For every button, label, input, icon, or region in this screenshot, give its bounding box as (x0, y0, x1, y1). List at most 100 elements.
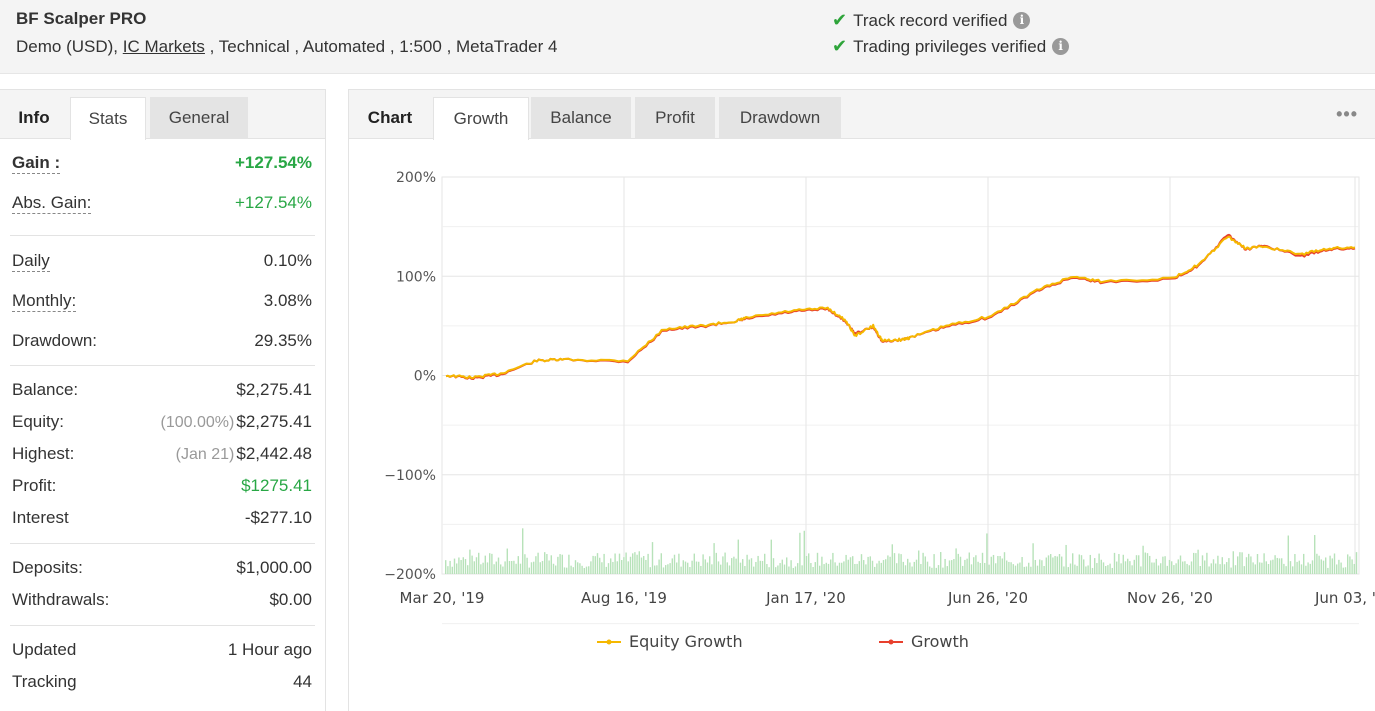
system-header: BF Scalper PRO Demo (USD), IC Markets , … (0, 0, 1375, 74)
daily-label[interactable]: Daily (12, 251, 50, 272)
volume-bar (467, 565, 469, 574)
volume-bar (860, 554, 863, 574)
volume-bar (942, 567, 944, 574)
volume-bar (508, 560, 511, 574)
volume-bar (838, 562, 841, 574)
volume-bar (742, 559, 744, 574)
growth-chart[interactable]: 200% 100% 0% −100% −200% Mar 20, '19 Aug 16, … (349, 139, 1375, 711)
volume-bar (739, 562, 742, 574)
info-icon[interactable]: i (1052, 38, 1070, 55)
volume-bar (581, 565, 583, 574)
volume-bar (801, 565, 803, 574)
volume-bar (658, 559, 660, 574)
volume-bar (924, 556, 926, 574)
tab-balance[interactable]: Balance (531, 97, 631, 139)
volume-bar (1107, 565, 1109, 574)
volume-bar (882, 560, 885, 574)
volume-bar (458, 557, 460, 574)
volume-bar (590, 561, 592, 574)
info-icon[interactable]: i (1013, 12, 1031, 29)
volume-bar (946, 566, 948, 574)
tab-chart[interactable]: Chart (367, 108, 413, 127)
volume-bar (731, 558, 733, 574)
volume-bar (460, 560, 462, 574)
monthly-label[interactable]: Monthly: (12, 291, 77, 312)
volume-bar (713, 543, 715, 574)
account-type: Demo (USD), (16, 37, 119, 56)
volume-bar (546, 554, 548, 574)
volume-bar (1019, 562, 1021, 574)
volume-bar (1336, 564, 1338, 574)
volume-bar (601, 562, 603, 574)
volume-bar (1241, 552, 1243, 574)
volume-bar (537, 552, 539, 574)
volume-bar (1140, 566, 1142, 574)
volume-bar (1058, 554, 1061, 574)
x-tick-label: Jun 26, '20 (947, 589, 1028, 607)
volume-bar (1094, 558, 1096, 574)
volume-bar (1309, 563, 1311, 574)
tab-general[interactable]: General (150, 97, 248, 139)
volume-bar (1243, 566, 1245, 574)
volume-bar (944, 558, 946, 574)
volume-bar (1278, 558, 1281, 574)
volume-bar (918, 550, 920, 574)
stat-row-deposits: Deposits: $1,000.00 (12, 558, 312, 582)
tab-profit[interactable]: Profit (635, 97, 715, 139)
volume-bar (728, 565, 731, 574)
volume-bar (1300, 564, 1303, 574)
tab-stats[interactable]: Stats (70, 97, 146, 140)
volume-bar (482, 562, 484, 574)
tab-drawdown[interactable]: Drawdown (719, 97, 841, 139)
gain-label[interactable]: Gain : (12, 153, 61, 174)
volume-bar (986, 533, 988, 574)
volume-bar (1294, 554, 1296, 574)
volume-bar (709, 556, 711, 574)
volume-bar (687, 562, 689, 574)
volume-bar (913, 561, 915, 574)
volume-bar (966, 558, 968, 574)
volume-bar (874, 566, 876, 574)
tab-growth[interactable]: Growth (433, 97, 529, 140)
volume-bar (1228, 558, 1230, 574)
volume-bar (1221, 557, 1223, 574)
volume-bar (995, 563, 997, 574)
volume-bar (1188, 565, 1190, 574)
more-options-icon[interactable]: ••• (1336, 104, 1358, 124)
volume-bar (724, 552, 726, 574)
volume-bar (970, 564, 973, 574)
volume-bar (1342, 567, 1344, 574)
volume-bar (990, 556, 992, 574)
volume-bar (962, 565, 964, 574)
volume-bar (968, 552, 970, 574)
volume-bar (1208, 566, 1210, 574)
divider (10, 235, 315, 236)
volume-bar (1153, 562, 1155, 574)
volume-bar (1322, 560, 1325, 574)
tab-info[interactable]: Info (18, 108, 50, 127)
system-title: BF Scalper PRO (16, 9, 147, 28)
volume-bar (1047, 555, 1050, 574)
volume-bar (1111, 567, 1113, 574)
volume-bar (502, 566, 504, 574)
volume-bar (610, 558, 612, 574)
volume-bar (513, 560, 515, 574)
volume-bar (599, 557, 601, 574)
volume-bar (889, 556, 891, 574)
broker-link[interactable]: IC Markets (122, 37, 205, 56)
volume-bar (1259, 562, 1261, 574)
series-lines (445, 233, 1356, 380)
volume-bar (612, 561, 614, 574)
volume-bar (893, 553, 896, 574)
volume-bar (911, 566, 913, 574)
abs-gain-label[interactable]: Abs. Gain: (12, 193, 92, 214)
volume-bar (981, 552, 984, 574)
volume-bar (876, 563, 878, 574)
volume-bar (1162, 556, 1164, 574)
volume-bar (491, 553, 493, 574)
divider (10, 543, 315, 544)
volume-bar (643, 555, 645, 574)
volume-bar (1223, 564, 1226, 574)
volume-bar (929, 566, 931, 574)
volume-bar (548, 560, 550, 574)
